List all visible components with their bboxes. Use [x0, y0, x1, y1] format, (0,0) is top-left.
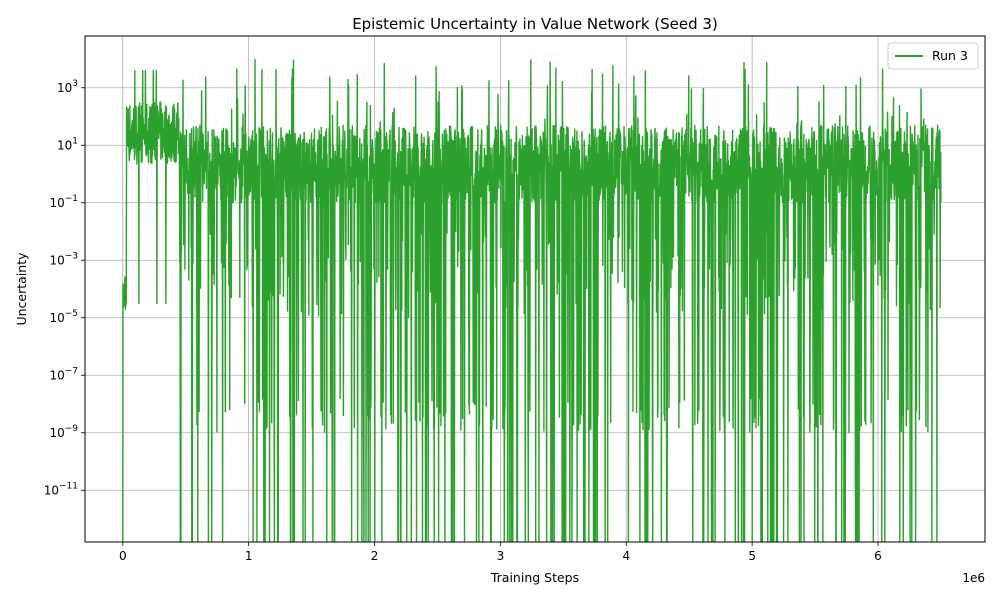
y-tick-label: 10−11 [44, 481, 78, 497]
y-tick-label: 10−7 [49, 366, 78, 382]
chart-title: Epistemic Uncertainty in Value Network (… [352, 15, 718, 33]
legend: Run 3 [887, 42, 979, 70]
legend-label: Run 3 [932, 48, 968, 63]
series-line-run-3 [122, 58, 942, 542]
x-axis-title: Training Steps [490, 570, 579, 585]
y-axis: 103 101 10−1 10−3 10−5 10−7 10−9 10−11 [44, 79, 85, 497]
x-tick-label: 3 [497, 549, 505, 563]
legend-box [887, 42, 979, 70]
y-tick-label: 10−9 [49, 424, 78, 440]
x-tick-label: 5 [748, 549, 756, 563]
y-axis-title: Uncertainty [14, 252, 29, 326]
y-tick-label: 101 [57, 136, 78, 152]
x-tick-label: 2 [371, 549, 379, 563]
plot-frame [84, 35, 986, 543]
y-tick-label: 10−1 [49, 194, 78, 210]
x-tick-label: 0 [119, 549, 127, 563]
series-layer [122, 58, 942, 542]
y-tick-label: 10−5 [49, 309, 78, 325]
y-tick-label: 10−3 [49, 251, 78, 267]
x-axis: 0 1 2 3 4 5 6 [119, 542, 882, 563]
y-tick-label: 103 [57, 79, 78, 95]
x-axis-offset-label: 1e6 [962, 571, 985, 585]
x-tick-label: 1 [245, 549, 253, 563]
x-tick-label: 6 [874, 549, 882, 563]
x-tick-label: 4 [622, 549, 630, 563]
